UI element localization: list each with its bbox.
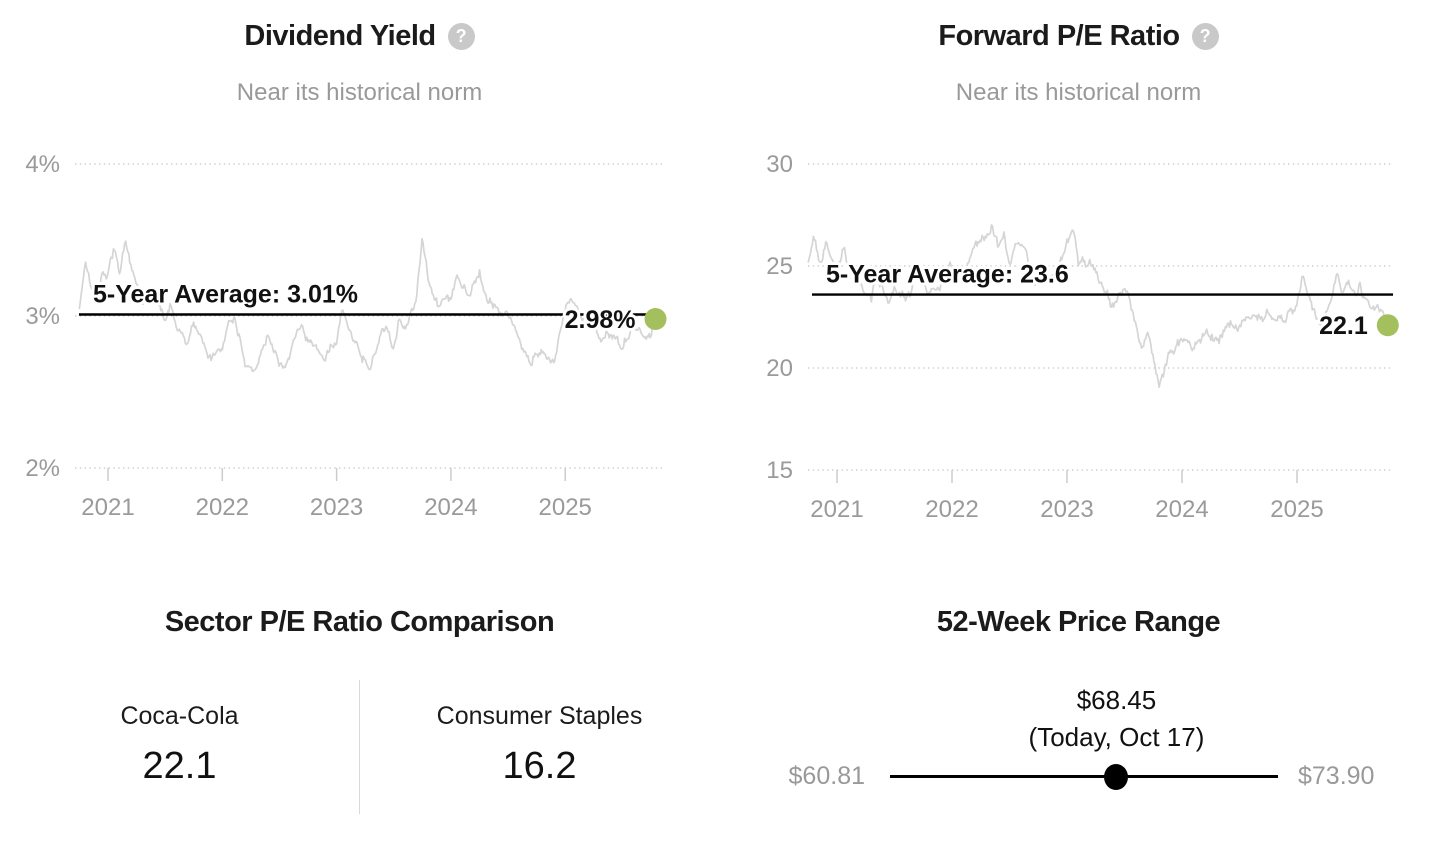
dividend-yield-header: Dividend Yield ? [0,20,719,53]
sector-name: Consumer Staples [436,702,643,730]
svg-text:22.1: 22.1 [1319,312,1368,340]
svg-text:15: 15 [766,457,793,484]
current-price: $68.45 [1076,685,1157,715]
dividend-yield-panel: Dividend Yield ? Near its historical nor… [0,0,719,585]
dividend-yield-title: Dividend Yield [244,20,436,52]
forward-pe-title: Forward P/E Ratio [938,20,1180,52]
svg-text:30: 30 [766,151,793,178]
sector-pe-comparison-panel: Sector P/E Ratio Comparison Coca-Cola 22… [0,585,719,844]
current-price-date: (Today, Oct 17) [1028,722,1205,752]
svg-text:25: 25 [766,253,793,280]
svg-text:2021: 2021 [810,496,863,523]
dividend-yield-chart[interactable]: 4% 3% 2% 2021 2022 2023 2024 2025 5-Year Average… [0,0,719,585]
sector-pe-cell: Consumer Staples 16.2 [360,680,719,814]
help-icon[interactable]: ? [1191,23,1219,50]
svg-text:2.98%: 2.98% [565,306,636,334]
sector-pe-value: 16.2 [502,745,577,787]
svg-text:2025: 2025 [539,494,592,521]
forward-pe-panel: Forward P/E Ratio ? Near its historical … [719,0,1438,585]
svg-text:2025: 2025 [1270,496,1323,523]
svg-text:2022: 2022 [196,494,249,521]
forward-pe-status: Near its historical norm [955,79,1202,106]
help-icon[interactable]: ? [447,23,475,50]
company-pe-value: 22.1 [142,745,217,787]
price-range-track [890,775,1278,778]
svg-text:3%: 3% [25,303,60,330]
svg-text:2024: 2024 [424,494,477,521]
sector-comparison-title: Sector P/E Ratio Comparison [164,606,555,638]
current-price-marker [1104,764,1129,790]
svg-text:2021: 2021 [81,494,134,521]
svg-text:5-Year Average: 3.01%: 5-Year Average: 3.01% [93,281,358,309]
forward-pe-chart[interactable]: 30 25 20 15 2021 2022 2023 2024 2025 5-Year Avera… [719,0,1438,585]
price-range-panel: 52-Week Price Range $68.45 (Today, Oct 1… [719,585,1438,844]
svg-text:20: 20 [766,355,793,382]
forward-pe-header: Forward P/E Ratio ? [719,20,1438,53]
range-high-label: $73.90 [1298,762,1375,790]
svg-text:2%: 2% [25,455,60,482]
vertical-divider [359,680,360,814]
dividend-yield-status: Near its historical norm [236,79,483,106]
price-range-title: 52-Week Price Range [936,606,1221,638]
company-name: Coca-Cola [120,702,239,730]
svg-text:2023: 2023 [1040,496,1093,523]
company-pe-cell: Coca-Cola 22.1 [0,680,359,814]
current-price-block: $68.45 (Today, Oct 17) [956,682,1276,756]
sector-comparison-row: Coca-Cola 22.1 Consumer Staples 16.2 [0,680,719,814]
svg-text:2023: 2023 [310,494,363,521]
svg-text:5-Year Average: 23.6: 5-Year Average: 23.6 [826,261,1069,289]
range-low-label: $60.81 [788,762,865,790]
svg-text:2022: 2022 [925,496,978,523]
svg-text:4%: 4% [25,151,60,178]
svg-text:2024: 2024 [1155,496,1208,523]
